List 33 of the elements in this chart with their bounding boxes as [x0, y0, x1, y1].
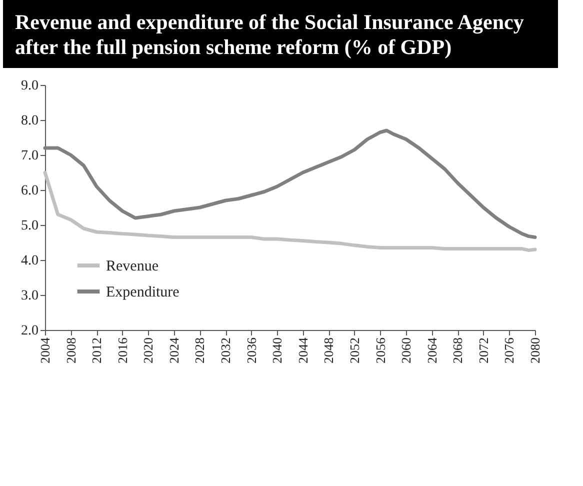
y-tick-label: 3.0 — [21, 288, 38, 304]
line-series — [43, 170, 537, 252]
x-tick-label: 2076 — [502, 337, 517, 364]
x-tick-label: 2032 — [218, 338, 234, 364]
x-tick-label: 2004 — [38, 337, 52, 364]
x-tick-label: 2044 — [295, 337, 310, 364]
x-tick-label: 2056 — [372, 337, 388, 364]
x-tick-label: 2072 — [476, 338, 491, 364]
x-tick-label: 2060 — [398, 338, 414, 364]
x-tick-label: 2040 — [270, 338, 285, 364]
legend-label: Revenue — [106, 258, 159, 274]
y-tick-label: 8.0 — [21, 114, 38, 128]
y-tick-label: 5.0 — [21, 218, 38, 234]
chart-title: Revenue and expenditure of the Social Insurance Agency after the full pension scheme reform (% of GDP) — [3, 0, 558, 68]
x-tick-label: 2008 — [63, 338, 78, 364]
x-tick-label: 2052 — [346, 338, 362, 364]
x-tick-label: 2012 — [89, 338, 104, 364]
x-tick-label: 2068 — [450, 338, 466, 364]
line-series — [43, 128, 537, 239]
y-tick-label: 6.0 — [21, 184, 38, 198]
x-tick-label: 2036 — [244, 337, 259, 364]
y-tick-label: 9.0 — [21, 78, 38, 94]
x-tick-label: 2016 — [114, 337, 130, 364]
x-tick-label: 2080 — [528, 338, 542, 364]
y-tick-label: 4.0 — [21, 254, 38, 268]
x-tick-label: 2028 — [192, 338, 208, 364]
legend-label: Expenditure — [106, 284, 180, 300]
x-tick-label: 2064 — [424, 337, 440, 364]
y-tick-label: 7.0 — [21, 148, 38, 164]
x-tick-label: 2048 — [321, 338, 336, 364]
y-tick-label: 2.0 — [21, 324, 38, 338]
x-tick-label: 2024 — [166, 337, 182, 364]
x-tick-label: 2020 — [140, 338, 156, 364]
